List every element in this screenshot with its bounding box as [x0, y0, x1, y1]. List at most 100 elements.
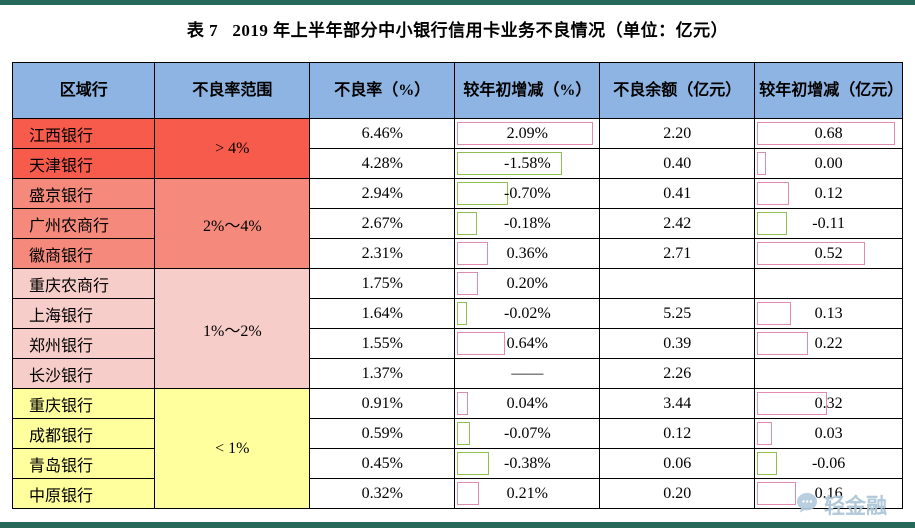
- npl-balance-cell: 0.12: [599, 418, 756, 449]
- rate-change-cell-value: -0.70%: [504, 184, 551, 202]
- bank-name-cell: 上海银行: [11, 298, 156, 329]
- table-row: 徽商银行 2.31% 0.36% 2.71 0.52: [11, 238, 903, 269]
- npl-range-cell-value: 1%～2%: [202, 322, 262, 340]
- bank-name-cell-value: 郑州银行: [29, 337, 94, 355]
- table-row: 重庆农商行 1%～2% 1.75% 0.20%: [11, 268, 903, 389]
- balance-change-cell-value: -0.11: [812, 214, 845, 232]
- npl-rate-cell-value: 2.31%: [361, 244, 403, 262]
- balance-change-cell-value: 0.03: [814, 424, 843, 442]
- balance-change-cell-value: 0.12: [814, 184, 843, 202]
- balance-change-cell-value: 0.00: [814, 154, 843, 172]
- col-header-npl-balance: 不良余额（亿元）: [599, 62, 756, 119]
- bank-name-cell: 江西银行: [11, 118, 156, 149]
- bank-name-cell-value: 上海银行: [29, 307, 94, 325]
- bank-name-cell: 盛京银行: [11, 178, 156, 209]
- bank-name-cell-value: 江西银行: [29, 127, 94, 145]
- table-row: 盛京银行 2%～4% 2.94% -0.70% 0.41 0.12: [11, 178, 903, 269]
- rate-change-cell: -0.02%: [454, 298, 601, 329]
- positive-change-bar: [457, 332, 505, 355]
- positive-change-bar: [757, 122, 896, 145]
- npl-table: 区域行 不良率范围 不良率（%） 较年初增减（%） 不良余额（亿元） 较年初增减…: [11, 62, 903, 509]
- balance-change-cell: 0.00: [754, 148, 903, 179]
- watermark: 轻金融: [795, 490, 887, 520]
- npl-rate-cell-value: 0.91%: [361, 394, 403, 412]
- npl-balance-cell-value: 0.20: [663, 484, 692, 502]
- bank-name-cell: 成都银行: [11, 418, 156, 449]
- balance-change-cell: -0.06: [754, 448, 903, 479]
- npl-balance-cell-value: 2.26: [663, 364, 692, 382]
- npl-rate-cell: 0.32%: [309, 478, 456, 509]
- col-header-npl-range: 不良率范围: [154, 62, 311, 119]
- rate-change-cell: 0.64%: [454, 328, 601, 359]
- npl-balance-cell-value: 3.44: [663, 394, 692, 412]
- bank-name-cell-value: 青岛银行: [29, 457, 94, 475]
- npl-range-cell-value: > 4%: [215, 139, 250, 157]
- bank-name-cell: 重庆农商行: [11, 268, 156, 299]
- npl-rate-cell-value: 1.75%: [361, 274, 403, 292]
- npl-rate-cell-value: 2.94%: [361, 184, 403, 202]
- bank-name-cell-value: 广州农商行: [29, 217, 110, 235]
- col-header-npl-rate: 不良率（%）: [309, 62, 456, 119]
- npl-balance-cell-value: 0.40: [663, 154, 692, 172]
- balance-change-cell: -0.11: [754, 208, 903, 239]
- negative-change-bar: [457, 302, 468, 325]
- positive-change-bar: [757, 332, 808, 355]
- bank-name-cell: 郑州银行: [11, 328, 156, 359]
- npl-balance-cell: 2.42: [599, 208, 756, 239]
- npl-balance-cell: 2.71: [599, 238, 756, 269]
- npl-rate-cell-value: 2.67%: [361, 214, 403, 232]
- positive-change-bar: [757, 242, 865, 265]
- col-header-region-bank: 区域行: [11, 62, 156, 119]
- npl-rate-cell: 0.45%: [309, 448, 456, 479]
- positive-change-bar: [457, 122, 593, 145]
- npl-rate-cell: 1.55%: [309, 328, 456, 359]
- negative-change-bar: [457, 452, 489, 475]
- balance-change-cell-value: -0.06: [811, 454, 846, 472]
- npl-balance-cell: 3.44: [599, 388, 756, 419]
- npl-rate-cell-value: 0.32%: [361, 484, 403, 502]
- table-row: 天津银行 4.28% -1.58% 0.40 0.00: [11, 148, 903, 179]
- bank-name-cell-value: 重庆农商行: [29, 277, 110, 295]
- npl-range-cell: > 4%: [154, 118, 311, 179]
- npl-rate-cell: 1.64%: [309, 298, 456, 329]
- rate-change-cell: ——: [454, 358, 601, 389]
- rate-change-cell-value: 0.04%: [506, 394, 548, 412]
- rate-change-cell: 2.09%: [454, 118, 601, 149]
- npl-balance-cell-value: 0.12: [663, 424, 692, 442]
- balance-change-cell-value: 0.52: [814, 244, 843, 262]
- negative-change-bar: [457, 152, 562, 175]
- balance-change-cell: 0.13: [754, 298, 903, 329]
- negative-change-bar: [757, 212, 787, 235]
- bank-name-cell: 徽商银行: [11, 238, 156, 269]
- negative-change-bar: [757, 452, 778, 475]
- table-title: 表 7 2019 年上半年部分中小银行信用卡业务不良情况（单位：亿元）: [186, 21, 729, 40]
- balance-change-cell-value: 0.32: [814, 394, 843, 412]
- positive-change-bar: [457, 242, 488, 265]
- npl-balance-cell-value: 2.71: [663, 244, 692, 262]
- col-header-rate-change: 较年初增减（%）: [454, 62, 601, 119]
- balance-change-cell: 0.12: [754, 178, 903, 209]
- bank-name-cell-value: 重庆银行: [29, 397, 94, 415]
- bank-name-cell-value: 徽商银行: [29, 247, 94, 265]
- bank-name-cell: 广州农商行: [11, 208, 156, 239]
- col-header-balance-change: 较年初增减（亿元）: [754, 62, 903, 119]
- npl-rate-cell-value: 6.46%: [361, 124, 403, 142]
- table-row: 长沙银行 1.37% —— 2.26: [11, 358, 903, 389]
- bank-name-cell-value: 天津银行: [29, 157, 94, 175]
- npl-balance-cell-value: 2.42: [663, 214, 692, 232]
- bank-name-cell: 青岛银行: [11, 448, 156, 479]
- positive-change-bar: [457, 392, 469, 415]
- watermark-text: 轻金融: [824, 495, 887, 518]
- rate-change-cell-value: 0.20%: [506, 274, 548, 292]
- table-row: 中原银行 0.32% 0.21% 0.20 0.16: [11, 478, 903, 509]
- bank-name-cell: 中原银行: [11, 478, 156, 509]
- npl-range-cell-value: 2%～4%: [202, 217, 262, 235]
- npl-rate-cell-value: 4.28%: [361, 154, 403, 172]
- negative-change-bar: [457, 212, 477, 235]
- npl-range-cell: < 1%: [154, 388, 311, 509]
- npl-rate-cell: 2.67%: [309, 208, 456, 239]
- negative-change-bar: [457, 422, 471, 445]
- table-row: 成都银行 0.59% -0.07% 0.12 0.03: [11, 418, 903, 449]
- npl-range-cell: 1%～2%: [154, 268, 311, 389]
